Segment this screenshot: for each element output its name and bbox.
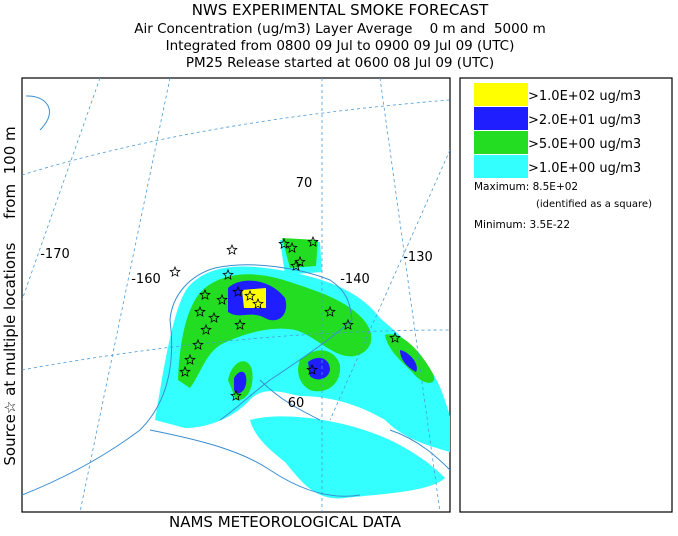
legend-label: >1.0E+02 ug/m3 bbox=[528, 89, 641, 104]
subtitle: Integrated from 0800 09 Jul to 0900 09 J… bbox=[166, 38, 515, 54]
source-star bbox=[208, 311, 220, 323]
plume-mid bbox=[178, 274, 372, 388]
source-star bbox=[216, 293, 228, 305]
source-star bbox=[286, 241, 298, 253]
graticule bbox=[22, 78, 450, 512]
source-star bbox=[169, 265, 181, 277]
plume-low bbox=[250, 416, 445, 499]
source-star bbox=[234, 318, 246, 330]
maximum: Maximum: 8.5E+02 bbox=[474, 181, 578, 193]
maximum-note: (identified as a square) bbox=[536, 199, 652, 210]
subtitle: PM25 Release started at 0600 08 Jul 09 (… bbox=[186, 55, 494, 71]
legend: >1.0E+02 ug/m3 >2.0E+01 ug/m3 >5.0E+00 ug/… bbox=[459, 77, 673, 513]
source-star bbox=[194, 305, 206, 317]
source-star bbox=[324, 305, 336, 317]
plume-high bbox=[400, 350, 417, 372]
coastline bbox=[22, 95, 450, 497]
map-label: -140 bbox=[340, 272, 370, 287]
source-star bbox=[306, 363, 318, 375]
source-star bbox=[226, 243, 238, 255]
source-star bbox=[307, 235, 319, 247]
side-label: Source☆ at multiple locations from 100 m bbox=[1, 126, 19, 465]
source-star bbox=[244, 289, 256, 301]
source-star bbox=[199, 288, 211, 300]
source-star bbox=[278, 237, 290, 249]
subtitle: Air Concentration (ug/m3) Layer Average … bbox=[134, 21, 546, 37]
source-star bbox=[232, 285, 244, 297]
source-star bbox=[184, 353, 196, 365]
source-star bbox=[222, 268, 234, 280]
plume-max bbox=[242, 288, 266, 308]
source-star bbox=[192, 338, 204, 350]
source-star bbox=[230, 389, 242, 401]
legend-swatch bbox=[474, 83, 528, 106]
source-star bbox=[342, 318, 354, 330]
legend-swatch bbox=[474, 131, 528, 154]
source-star bbox=[179, 365, 191, 377]
plume-high bbox=[234, 371, 247, 394]
legend-label: >5.0E+00 ug/m3 bbox=[528, 137, 641, 152]
map-label: -170 bbox=[40, 247, 70, 262]
source-star bbox=[389, 331, 401, 343]
map-label: -130 bbox=[403, 250, 433, 265]
map: -170 -160 -140 -130 70 60 bbox=[21, 77, 451, 513]
legend-swatch bbox=[474, 155, 528, 178]
minimum: Minimum: 3.5E-22 bbox=[474, 219, 570, 231]
footer: NAMS METEOROLOGICAL DATA bbox=[169, 513, 402, 531]
source-star bbox=[200, 323, 212, 335]
legend-swatch bbox=[474, 107, 528, 130]
legend-label: >2.0E+01 ug/m3 bbox=[528, 113, 641, 128]
map-label: 70 bbox=[296, 176, 313, 191]
map-label: 60 bbox=[288, 396, 305, 411]
title: NWS EXPERIMENTAL SMOKE FORECAST bbox=[192, 1, 489, 19]
map-label: -160 bbox=[131, 272, 161, 287]
plume-high bbox=[308, 357, 330, 380]
source-star bbox=[290, 259, 302, 271]
legend-label: >1.0E+00 ug/m3 bbox=[528, 161, 641, 176]
source-star bbox=[252, 297, 264, 309]
